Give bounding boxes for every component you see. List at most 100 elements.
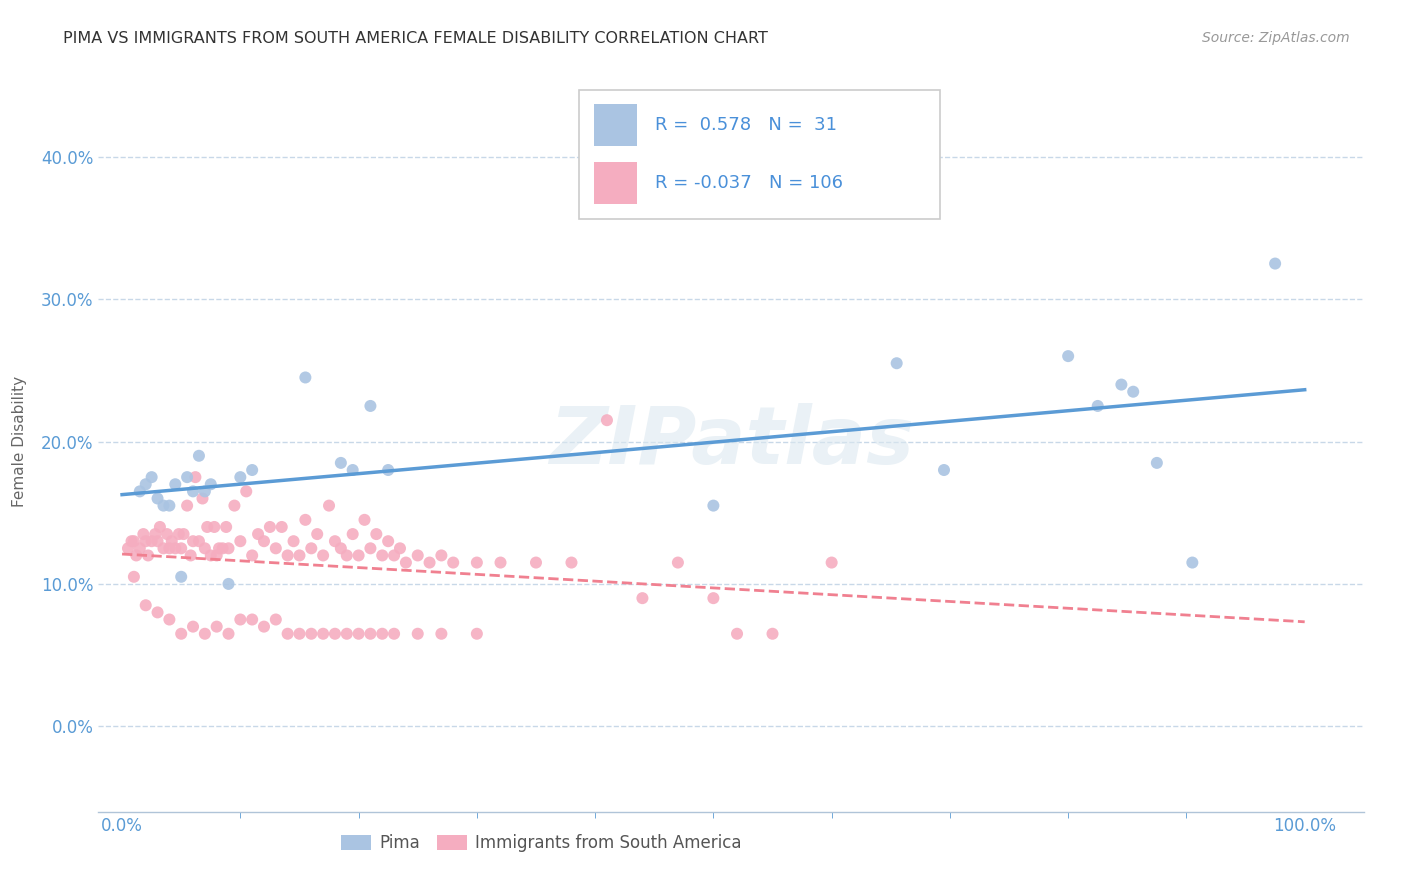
Text: ZIPatlas: ZIPatlas [548,402,914,481]
Point [170,626,193,640]
Point [465,556,488,570]
Point [229,470,252,484]
Point [240,463,263,477]
Point [122,570,145,584]
Point [359,541,381,556]
Point [211,541,233,556]
Point [430,626,453,640]
Point [194,541,217,556]
Point [371,626,394,640]
Point [294,513,316,527]
Point [353,513,375,527]
Point [631,591,654,606]
Point [173,527,195,541]
Point [347,549,370,563]
Point [229,613,252,627]
Point [299,626,322,640]
Point [165,477,187,491]
Point [406,626,429,640]
Point [170,541,193,556]
Point [176,499,198,513]
Point [294,370,316,384]
Point [194,484,217,499]
Point [200,477,222,491]
Point [277,549,299,563]
Point [157,541,180,556]
Point [181,619,204,633]
Point [702,591,724,606]
Point [224,499,246,513]
Point [886,356,908,370]
Point [200,549,222,563]
Point [382,626,405,640]
Point [377,534,399,549]
Point [259,520,281,534]
Point [167,527,190,541]
Point [388,541,411,556]
Point [218,626,240,640]
Point [377,463,399,477]
Point [181,534,204,549]
Point [323,534,346,549]
Point [218,541,240,556]
Point [270,520,292,534]
Point [382,549,405,563]
Point [240,549,263,563]
Point [208,541,231,556]
Point [406,549,429,563]
Text: Source: ZipAtlas.com: Source: ZipAtlas.com [1202,31,1350,45]
Point [195,520,218,534]
Point [1181,556,1204,570]
Point [1087,399,1109,413]
Point [146,491,169,506]
Text: PIMA VS IMMIGRANTS FROM SOUTH AMERICA FEMALE DISABILITY CORRELATION CHART: PIMA VS IMMIGRANTS FROM SOUTH AMERICA FE… [63,31,768,46]
Point [430,549,453,563]
Point [240,613,263,627]
Point [465,626,488,640]
Point [146,534,169,549]
Point [117,541,139,556]
Point [165,541,187,556]
Point [132,527,155,541]
Point [342,463,364,477]
Legend: Pima, Immigrants from South America: Pima, Immigrants from South America [335,828,748,859]
Point [157,613,180,627]
Point [371,549,394,563]
Point [725,626,748,640]
Point [181,484,204,499]
Point [235,484,257,499]
Point [136,549,159,563]
Point [336,549,359,563]
Point [205,619,228,633]
Point [135,477,157,491]
Point [253,619,276,633]
Point [1146,456,1168,470]
Point [666,556,689,570]
Point [184,470,207,484]
Point [215,520,238,534]
Point [191,491,214,506]
Point [152,499,174,513]
Point [1111,377,1133,392]
Point [347,626,370,640]
Point [312,626,335,640]
Point [299,541,322,556]
Point [187,449,209,463]
Point [761,626,783,640]
Point [194,626,217,640]
Point [157,499,180,513]
Point [122,534,145,549]
Point [264,541,287,556]
Point [366,527,388,541]
Point [596,413,619,427]
Point [932,463,955,477]
Point [277,626,299,640]
Point [307,527,329,541]
Point [702,499,724,513]
Point [1057,349,1080,363]
Point [152,541,174,556]
Point [329,456,352,470]
Point [202,520,225,534]
Point [143,527,166,541]
Point [336,626,359,640]
